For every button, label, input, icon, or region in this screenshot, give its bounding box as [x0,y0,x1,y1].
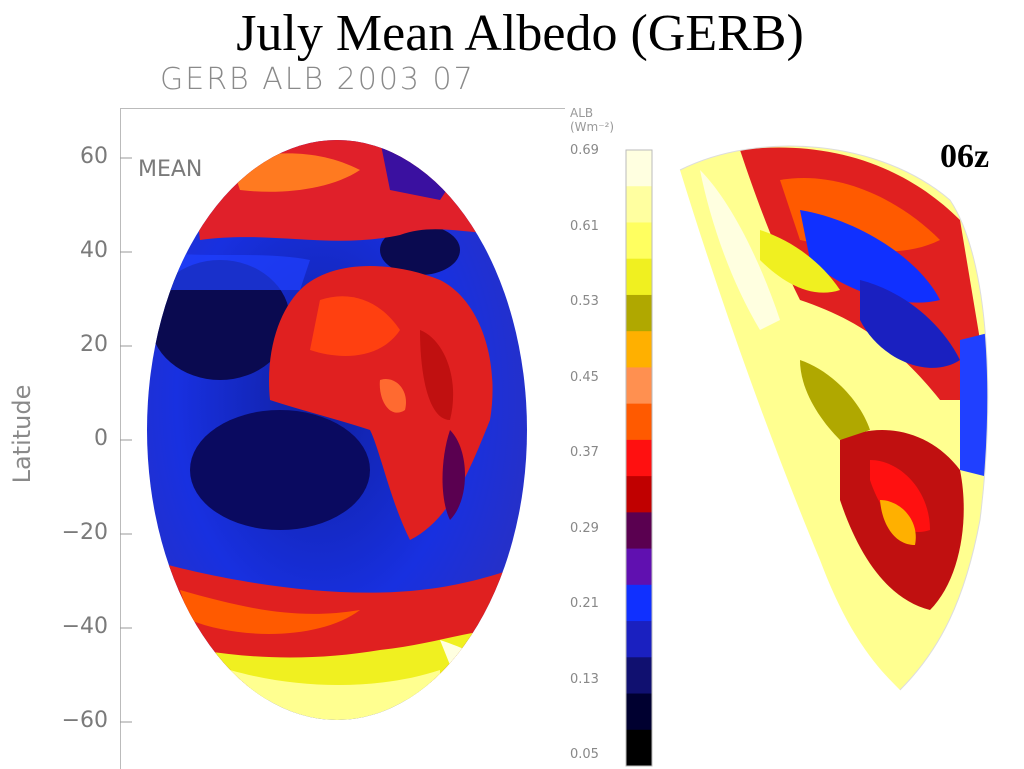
page-title: July Mean Albedo (GERB) [236,5,804,62]
colorbar-tick-label: 0.05 [570,747,599,762]
y-tick-label: 20 [80,332,108,357]
map-frame [120,108,565,769]
colorbar [625,149,653,767]
colorbar-swatch [626,548,652,586]
colorbar-swatch [626,693,652,731]
colorbar-tick-label: 0.21 [570,596,599,611]
y-tick-label: −20 [61,520,108,545]
colorbar-tick-label: 0.53 [570,294,599,309]
colorbar-title-line2: (Wm⁻²) [570,120,615,134]
right-disk-outline [679,145,989,691]
colorbar-swatch [626,403,652,441]
colorbar-frame [625,149,653,767]
colorbar-tick-label: 0.29 [570,520,599,536]
colorbar-swatch [626,150,652,187]
colorbar-swatch [626,258,652,296]
colorbar-tick-label: 0.37 [570,445,599,460]
colorbar-title: ALB (Wm⁻²) [570,106,614,134]
colorbar-swatch [626,657,652,695]
colorbar-swatch [626,331,652,368]
colorbar-tick-label: 0.45 [570,369,599,385]
y-tick-label: 0 [94,426,108,451]
y-axis-ticks [120,157,132,723]
colorbar-swatch [626,512,652,550]
colorbar-swatch [626,222,652,260]
time-label: 06z [940,138,990,175]
y-tick-label: −40 [61,614,108,639]
y-axis-label: Latitude [8,384,36,484]
mean-albedo-disk [147,140,527,720]
colorbar-tick-label: 0.13 [570,671,599,687]
y-tick-label: 40 [80,238,108,263]
colorbar-swatch [626,186,652,223]
plot-subtitle: GERB ALB 2003 07 [160,62,475,97]
colorbar-swatch [626,367,652,405]
colorbar-tick-label: 0.69 [570,143,599,158]
colorbar-swatch [626,729,652,767]
colorbar-swatch [626,294,652,332]
colorbar-swatch [626,621,652,658]
colorbar-swatch [626,584,652,622]
panel-label: MEAN [138,157,203,182]
colorbar-tick-label: 0.61 [570,218,599,234]
y-tick-label: 60 [80,144,108,169]
y-tick-label: −60 [61,708,108,733]
colorbar-swatch [626,439,652,477]
colorbar-title-line1: ALB [570,106,594,120]
colorbar-swatch [626,476,652,513]
